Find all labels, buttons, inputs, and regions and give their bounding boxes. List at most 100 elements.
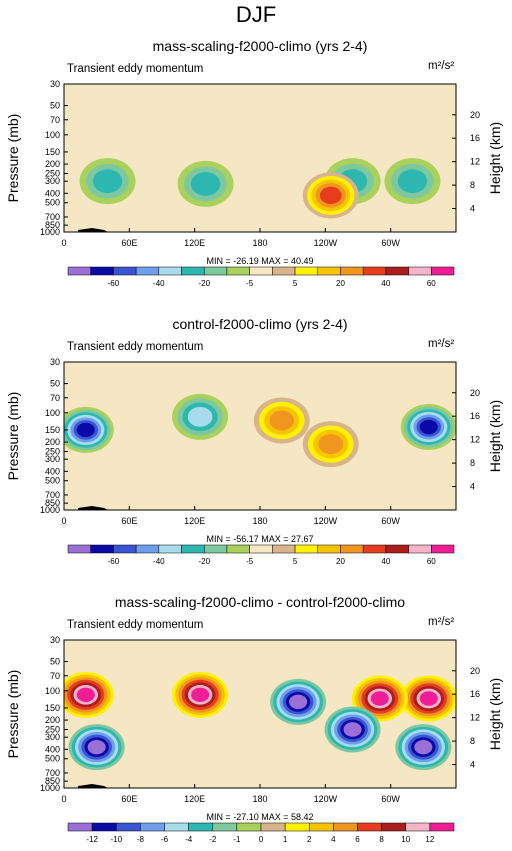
y-tick-label: 400 — [45, 466, 60, 476]
colorbar-swatch — [203, 544, 228, 554]
x-tick-label: 120W — [314, 238, 338, 248]
y-tick-label: 30 — [50, 357, 60, 367]
y-tick-label: 700 — [45, 212, 60, 222]
y2-axis-label: Height (km) — [487, 678, 503, 750]
y-tick-label: 100 — [45, 130, 60, 140]
colorbar-swatch — [90, 266, 114, 276]
x-tick-label: 0 — [61, 238, 66, 248]
colorbar-label: -12 — [86, 835, 98, 844]
colorbar-swatch — [340, 544, 364, 554]
colorbar-swatch — [67, 822, 93, 832]
y2-tick-label: 20 — [470, 666, 480, 676]
colorbar-label: 0 — [259, 835, 264, 844]
y2-tick-label: 8 — [470, 180, 475, 190]
colorbar-label: 5 — [293, 557, 298, 566]
colorbar-swatch — [340, 266, 364, 276]
colorbar-label: -20 — [198, 557, 210, 566]
colorbar-swatch — [429, 822, 455, 832]
colorbar-swatch — [67, 266, 91, 276]
y-tick-label: 300 — [45, 732, 60, 742]
x-tick-label: 60W — [381, 516, 400, 526]
y-tick-label: 200 — [45, 715, 60, 725]
contour-blob — [318, 434, 344, 455]
contour-blob — [414, 739, 433, 755]
colorbar-swatch — [203, 266, 228, 276]
x-tick-label: 120W — [314, 516, 338, 526]
plot-background — [64, 362, 456, 510]
x-tick-label: 60W — [381, 794, 400, 804]
colorbar-swatch — [113, 544, 137, 554]
colorbar-swatch — [67, 544, 91, 554]
colorbar-label: 1 — [283, 835, 288, 844]
y2-tick-label: 12 — [470, 435, 480, 445]
colorbar-swatch — [381, 822, 406, 832]
contour-blob — [319, 186, 342, 205]
y-tick-label: 150 — [45, 147, 60, 157]
contour-blob — [187, 406, 213, 427]
y-tick-label: 50 — [50, 657, 60, 667]
colorbar-swatch — [181, 544, 205, 554]
contour-blob — [87, 739, 106, 755]
y-tick-label: 250 — [45, 168, 60, 178]
colorbar-swatch — [260, 822, 286, 832]
y-tick-label: 700 — [45, 768, 60, 778]
y-tick-label: 1000 — [40, 227, 60, 237]
colorbar-swatch — [113, 266, 137, 276]
contour-group — [64, 671, 456, 771]
colorbar-label: -4 — [185, 835, 193, 844]
colorbar-label: -5 — [246, 279, 254, 288]
y-tick-label: 500 — [45, 754, 60, 764]
panel: 30 50 70 100 150 200 250 300 400 500 700 850 1000 4 8 1… — [0, 556, 512, 844]
colorbar-label: -6 — [161, 835, 169, 844]
y2-tick-label: 12 — [470, 157, 480, 167]
colorbar-label: -2 — [209, 835, 217, 844]
y-tick-label: 700 — [45, 490, 60, 500]
colorbar-label: 8 — [379, 835, 384, 844]
colorbar-label: -40 — [153, 279, 165, 288]
colorbar-swatch — [164, 822, 189, 832]
colorbar-swatch — [158, 266, 182, 276]
colorbar-swatch — [249, 266, 273, 276]
y2-tick-label: 4 — [470, 760, 475, 770]
x-tick-label: 60E — [121, 794, 137, 804]
colorbar-label: -60 — [108, 557, 120, 566]
y-tick-label: 850 — [45, 776, 60, 786]
y-tick-label: 1000 — [40, 505, 60, 515]
y-tick-label: 400 — [45, 188, 60, 198]
colorbar-label: 20 — [336, 557, 345, 566]
x-tick-label: 180 — [252, 238, 267, 248]
colorbar-swatch — [272, 266, 296, 276]
y-tick-label: 300 — [45, 176, 60, 186]
colorbar-label: 60 — [427, 279, 436, 288]
contour-blob — [191, 687, 210, 703]
colorbar-swatch — [385, 544, 409, 554]
colorbar-label: -60 — [108, 279, 120, 288]
colorbar-label: -1 — [233, 835, 241, 844]
x-tick-label: 60E — [121, 516, 137, 526]
colorbar-label: 4 — [331, 835, 336, 844]
colorbar-swatch — [116, 822, 141, 832]
minmax-label: MIN = -26.19 MAX = 40.49 — [206, 256, 314, 266]
colorbar-swatch — [408, 266, 432, 276]
contour-blob — [289, 694, 308, 710]
colorbar-label: 20 — [336, 279, 345, 288]
y-axis-label: Pressure (mb) — [5, 114, 21, 203]
contour-group — [64, 393, 456, 468]
y-tick-label: 70 — [50, 671, 60, 681]
topography — [78, 228, 108, 232]
y-tick-label: 50 — [50, 101, 60, 111]
y-tick-label: 100 — [45, 686, 60, 696]
y-tick-label: 250 — [45, 724, 60, 734]
colorbar-swatch — [140, 822, 165, 832]
y-tick-label: 30 — [50, 635, 60, 645]
colorbar-swatch — [272, 544, 296, 554]
colorbar-label: -5 — [246, 557, 254, 566]
y2-tick-label: 16 — [470, 133, 480, 143]
contour-blob — [269, 410, 295, 431]
colorbar-label: -8 — [137, 835, 145, 844]
colorbar-swatch — [357, 822, 382, 832]
colorbar-swatch — [317, 266, 341, 276]
y-tick-label: 30 — [50, 79, 60, 89]
colorbar-swatch — [135, 266, 160, 276]
colorbar-label: -20 — [198, 279, 210, 288]
